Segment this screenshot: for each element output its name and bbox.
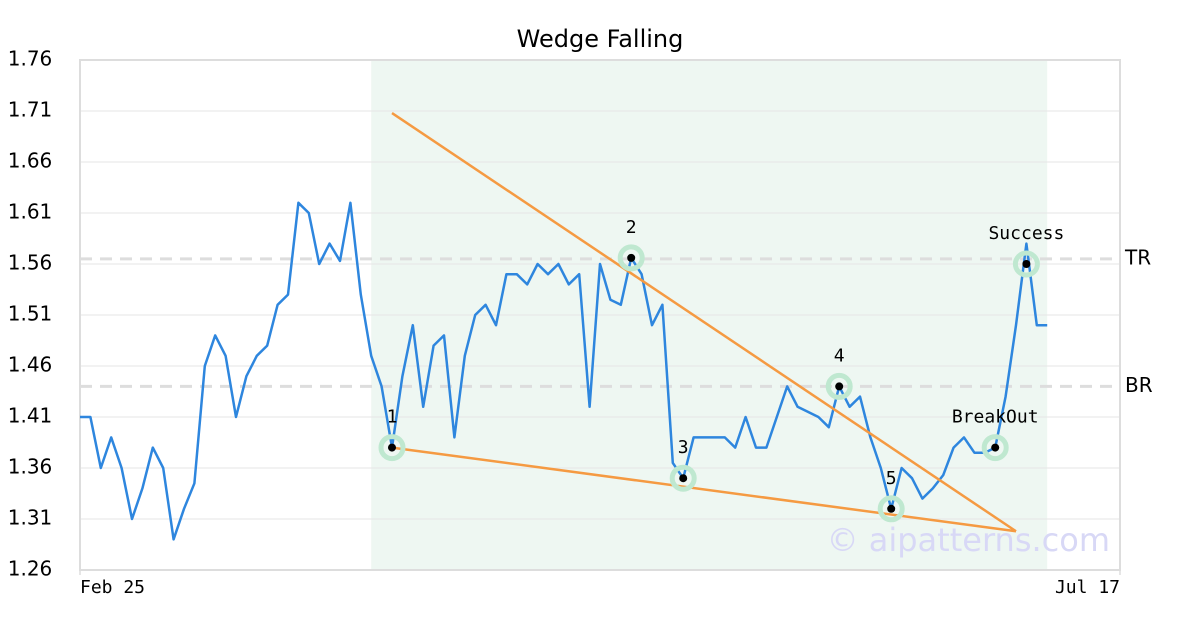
pivot-label: 1 bbox=[387, 407, 398, 428]
pivot-halo bbox=[877, 495, 905, 523]
pivot-halo bbox=[825, 372, 853, 400]
pivot-halo bbox=[378, 434, 406, 462]
y-tick-label: 1.76 bbox=[8, 47, 53, 71]
pivot-halo bbox=[1012, 250, 1040, 278]
x-tick-label: Jul 17 bbox=[1055, 577, 1120, 598]
pivot-label: BreakOut bbox=[952, 407, 1039, 428]
plot-border bbox=[79, 59, 1121, 571]
level-label: TR bbox=[1124, 245, 1151, 269]
price-line bbox=[80, 201, 1048, 541]
y-tick-label: 1.51 bbox=[8, 302, 53, 326]
pivot-label: 5 bbox=[886, 468, 897, 489]
pivot-label: 2 bbox=[626, 217, 637, 238]
pivot-dot bbox=[627, 253, 636, 262]
pivot-halo bbox=[981, 434, 1009, 462]
y-tick-label: 1.46 bbox=[8, 353, 53, 377]
y-tick-label: 1.66 bbox=[8, 149, 53, 173]
pivot-label: 3 bbox=[678, 437, 689, 458]
trendline bbox=[391, 446, 1017, 533]
pivot-dot bbox=[887, 504, 896, 513]
pivot-dot bbox=[388, 443, 396, 452]
pivot-label: 4 bbox=[834, 345, 845, 366]
y-tick-label: 1.31 bbox=[8, 506, 53, 530]
pivot-dot bbox=[679, 474, 688, 483]
y-tick-label: 1.71 bbox=[8, 98, 53, 122]
chart-title: Wedge Falling bbox=[517, 25, 684, 53]
pivot-halo bbox=[617, 244, 645, 272]
pivot-label: Success bbox=[988, 223, 1064, 244]
x-tick-label: Feb 25 bbox=[80, 577, 145, 598]
level-label: BR bbox=[1125, 373, 1153, 397]
trendline bbox=[391, 112, 1017, 533]
y-tick-label: 1.26 bbox=[8, 557, 53, 581]
y-tick-label: 1.41 bbox=[8, 404, 53, 428]
pivot-halo bbox=[669, 464, 697, 492]
pivot-dot bbox=[991, 443, 1000, 452]
watermark: © aipatterns.com bbox=[827, 521, 1110, 559]
pivot-dot bbox=[1022, 260, 1031, 268]
y-tick-label: 1.61 bbox=[8, 200, 53, 224]
y-tick-label: 1.36 bbox=[8, 455, 53, 479]
pivot-dot bbox=[835, 382, 844, 391]
y-tick-label: 1.56 bbox=[8, 251, 53, 275]
